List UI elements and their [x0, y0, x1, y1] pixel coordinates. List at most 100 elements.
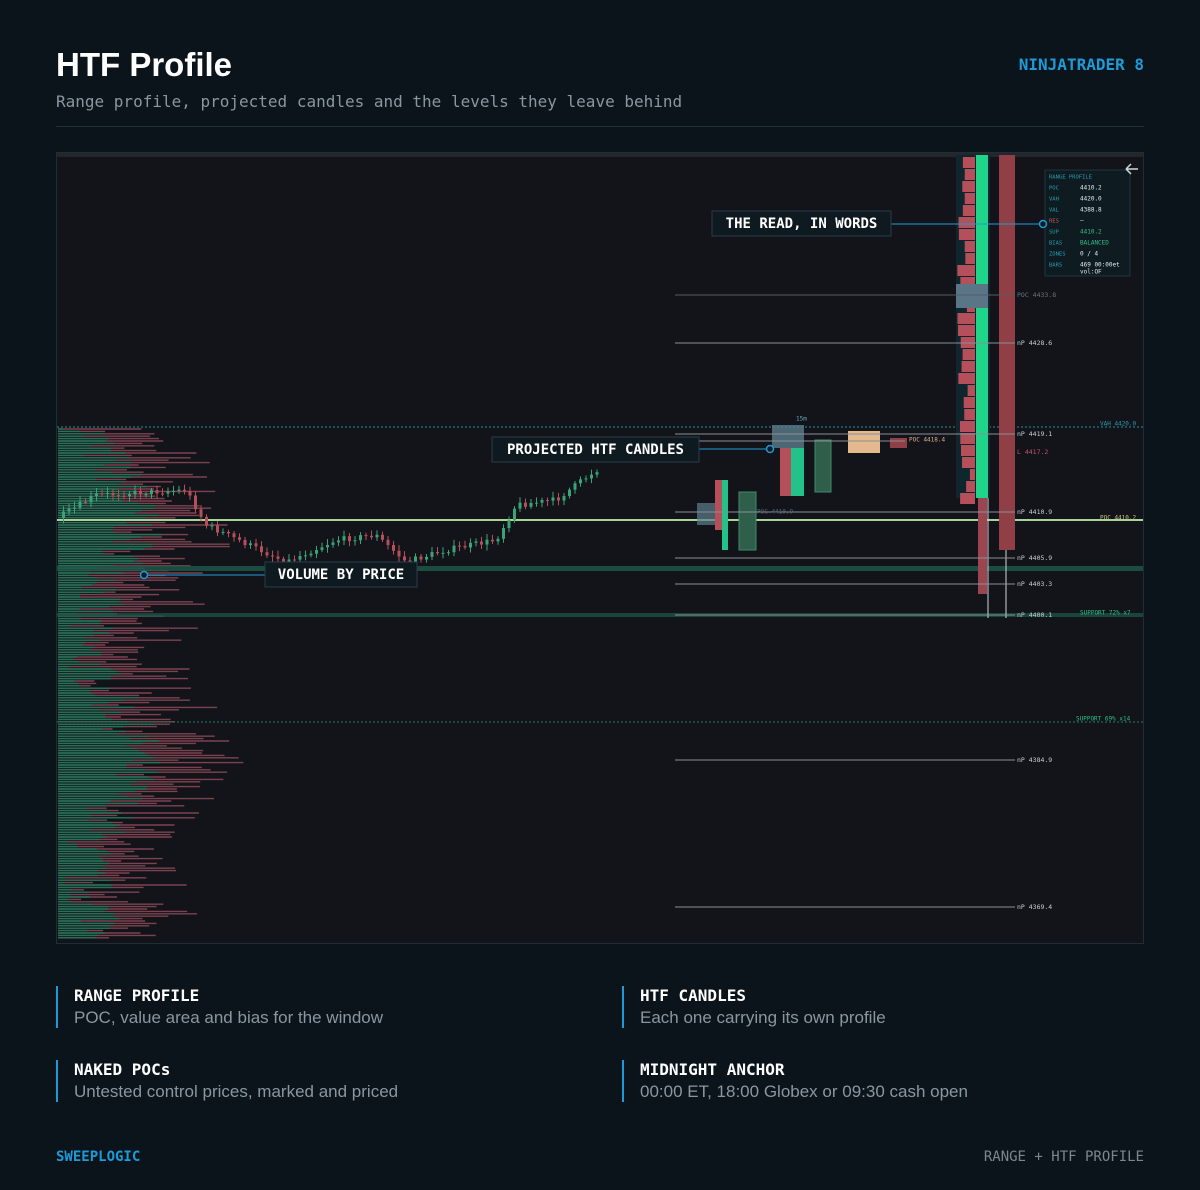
support-zone [57, 613, 1143, 617]
info-value: 0 / 4 [1080, 251, 1098, 258]
candle-tag: 15m [796, 416, 807, 423]
candle-body [342, 536, 346, 541]
candle-body [205, 516, 208, 526]
candle-body [84, 501, 87, 503]
candle-body [78, 501, 82, 508]
callout-dot [765, 444, 775, 454]
candle-body [447, 552, 450, 554]
htf-candle [780, 448, 792, 496]
info-value: 4410.2 [1080, 229, 1102, 236]
candle-body [496, 538, 500, 542]
range-profile-sell [957, 265, 975, 276]
candle-body [144, 494, 148, 496]
candle-body [524, 502, 527, 507]
subtitle: Range profile, projected candles and the… [56, 92, 683, 111]
zone-label: POC 4410.2 [1100, 515, 1137, 522]
divider [56, 126, 1144, 127]
info-key: BARS [1049, 263, 1062, 269]
htf-candle [715, 480, 723, 530]
candle-body [320, 547, 324, 550]
feature-title: MIDNIGHT ANCHOR [640, 1060, 785, 1079]
range-profile-sell [960, 493, 975, 504]
callout-dot [139, 570, 149, 580]
candle-body [375, 534, 379, 538]
info-value: 469 00:00et [1080, 262, 1120, 269]
range-profile-sell [966, 481, 975, 492]
title: HTF Profile [56, 46, 233, 83]
range-profile-sell [958, 373, 975, 384]
range-profile-sell [959, 421, 975, 432]
back-arrow-icon[interactable] [1125, 163, 1138, 175]
candle-body [139, 490, 142, 495]
info-value: 4388.8 [1080, 207, 1102, 214]
info-value: – [1080, 218, 1084, 225]
range-profile-sell [964, 169, 975, 180]
callout-box [264, 561, 418, 588]
candle-body [469, 542, 472, 548]
candle-body [381, 534, 384, 540]
candle-body [232, 533, 236, 538]
level-label: nP 4403.3 [1017, 580, 1052, 588]
candle-body [150, 490, 153, 495]
callout-label: THE READ, IN WORDS [726, 216, 878, 232]
candle-body [166, 491, 170, 494]
candle-body [414, 556, 417, 562]
htf-candle [848, 431, 880, 453]
candle-body [436, 552, 439, 554]
candle-body [364, 535, 368, 537]
candle-body [265, 552, 269, 556]
candle-body [243, 539, 247, 546]
candle-body [425, 556, 428, 560]
range-profile-sell [967, 385, 975, 396]
candle-body [474, 541, 478, 543]
candle-body [194, 495, 197, 510]
zone-label: SUPPORT 69% x14 [1076, 716, 1131, 723]
range-profile-sell [961, 361, 975, 372]
callout-box [711, 210, 892, 237]
candle-body [177, 489, 181, 491]
candle-body [100, 493, 104, 495]
candle-body [562, 496, 566, 501]
candle-body [573, 483, 577, 490]
candle-body [408, 560, 412, 562]
candle-body [128, 494, 131, 497]
candle-body [133, 490, 137, 495]
level-label: nP 4384.9 [1017, 756, 1052, 764]
candle-body [397, 550, 401, 557]
feature: NAKED POCs Untested control prices, marke… [56, 1060, 398, 1102]
range-profile-sell [960, 277, 975, 288]
feature: RANGE PROFILE POC, value area and bias fo… [56, 986, 383, 1028]
range-profile-poc [956, 284, 988, 308]
candle-body [304, 555, 307, 557]
range-profile-sell [964, 193, 975, 204]
callout-label: PROJECTED HTF CANDLES [507, 442, 684, 458]
range-profile-sell [960, 433, 975, 444]
feature: MIDNIGHT ANCHOR 00:00 ET, 18:00 Globex or… [622, 1060, 968, 1102]
feature-title: NAKED POCs [74, 1060, 171, 1079]
candle-body [172, 490, 175, 492]
range-profile-tail [978, 498, 987, 594]
range-profile-sell-col [999, 155, 1015, 550]
candle-body [298, 556, 302, 560]
candle-body [155, 490, 159, 494]
range-profile-sell [957, 313, 975, 324]
candle-tag: POC 4418.4 [909, 437, 946, 444]
htf-candle-profile [772, 425, 804, 448]
range-profile-sell [958, 217, 975, 228]
range-profile-sell [962, 457, 975, 468]
range-profile-sell [965, 253, 975, 264]
candle-body [238, 537, 241, 540]
level-label: nP 4419.1 [1017, 430, 1052, 438]
chart-layer: POC 4433.8 nP 4428.6 nP 4419.1 L 4417.2 nP 4… [57, 155, 1143, 939]
info-panel [1044, 169, 1131, 277]
candle-body [89, 496, 93, 503]
candle-body [73, 507, 76, 509]
candle-tag: POC 4410.9 [757, 509, 794, 516]
candle-body [221, 531, 225, 533]
candle-body [557, 497, 560, 501]
htf-candle [791, 448, 804, 496]
support-zone [57, 566, 1143, 571]
htf-candle [890, 438, 907, 448]
callout-dot [1038, 219, 1048, 229]
